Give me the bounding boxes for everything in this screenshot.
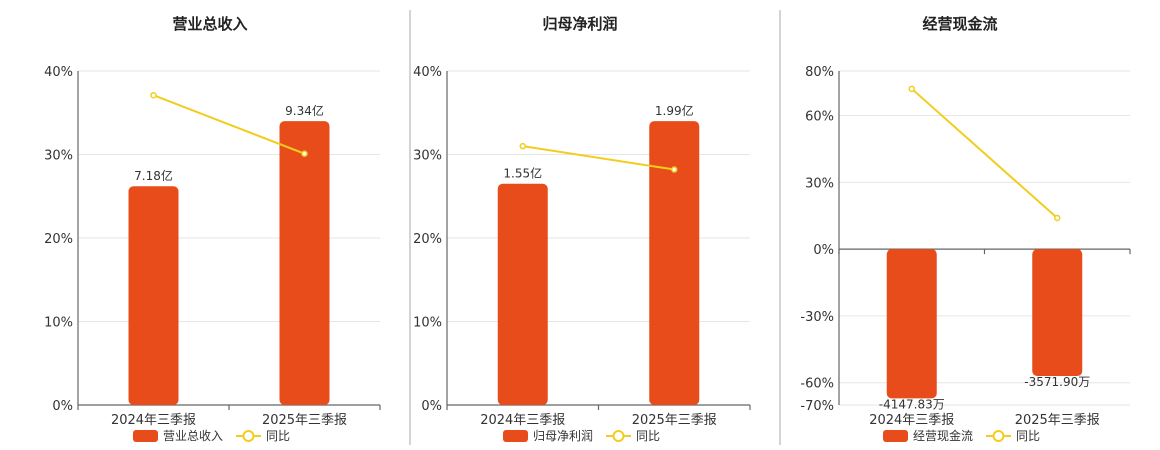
bar bbox=[1032, 249, 1083, 377]
y-tick-label: -30% bbox=[800, 310, 834, 325]
legend-line-marker bbox=[612, 430, 625, 442]
bar-data-label: -4147.83万 bbox=[879, 397, 945, 411]
yoy-point bbox=[1054, 214, 1061, 222]
bar bbox=[497, 183, 548, 405]
y-tick-label: 30% bbox=[805, 176, 834, 191]
y-tick-label: 30% bbox=[44, 149, 73, 164]
y-tick-label: 40% bbox=[413, 65, 442, 80]
bar-data-label: 1.55亿 bbox=[503, 166, 542, 181]
yoy-line bbox=[522, 145, 675, 171]
legend-bar-swatch bbox=[133, 430, 158, 442]
bar bbox=[279, 121, 330, 405]
y-tick-label: 0% bbox=[421, 399, 442, 414]
y-tick-label: 0% bbox=[813, 243, 834, 258]
bar bbox=[649, 121, 700, 405]
x-tick-label: 2025年三季报 bbox=[262, 413, 347, 428]
y-tick-label: 10% bbox=[44, 316, 73, 331]
yoy-point bbox=[150, 91, 157, 99]
y-tick-label: 30% bbox=[413, 149, 442, 164]
y-tick-label: 0% bbox=[52, 399, 73, 414]
yoy-point bbox=[519, 142, 526, 150]
chart-title: 归母净利润 bbox=[542, 15, 617, 33]
y-tick-label: 40% bbox=[44, 65, 73, 80]
x-tick-label: 2025年三季报 bbox=[632, 413, 717, 428]
y-tick-label: 60% bbox=[805, 110, 834, 125]
y-tick-label: 10% bbox=[413, 316, 442, 331]
bar-data-label: -3571.90万 bbox=[1024, 375, 1090, 389]
chart-title: 营业总收入 bbox=[172, 15, 247, 33]
bar-data-label: 1.99亿 bbox=[655, 103, 694, 118]
legend-line-label: 同比 bbox=[266, 429, 290, 443]
yoy-point bbox=[908, 85, 915, 93]
legend-bar-swatch bbox=[883, 430, 908, 442]
legend-line-marker bbox=[992, 430, 1005, 442]
yoy-point bbox=[671, 166, 678, 173]
y-tick-label: -60% bbox=[800, 377, 834, 392]
bar bbox=[128, 186, 179, 405]
x-tick-label: 2025年三季报 bbox=[1015, 413, 1100, 428]
bar-data-label: 9.34亿 bbox=[285, 103, 324, 118]
legend-line-label: 同比 bbox=[636, 429, 660, 443]
y-tick-label: 20% bbox=[44, 232, 73, 247]
y-tick-label: -70% bbox=[800, 399, 834, 414]
yoy-line bbox=[153, 94, 305, 155]
bar-data-label: 7.18亿 bbox=[134, 168, 173, 183]
legend-line-marker bbox=[242, 430, 255, 442]
bar bbox=[886, 249, 937, 399]
legend-line-label: 同比 bbox=[1016, 429, 1040, 443]
x-tick-label: 2024年三季报 bbox=[869, 413, 954, 428]
y-tick-label: 80% bbox=[805, 65, 834, 80]
legend-bar-label: 归母净利润 bbox=[533, 429, 593, 443]
yoy-point bbox=[301, 150, 308, 157]
legend-bar-label: 经营现金流 bbox=[913, 428, 973, 443]
legend-bar-label: 营业总收入 bbox=[163, 429, 223, 443]
chart-title: 经营现金流 bbox=[922, 15, 997, 33]
legend-bar-swatch bbox=[503, 430, 528, 442]
yoy-line bbox=[911, 88, 1058, 219]
x-tick-label: 2024年三季报 bbox=[111, 413, 196, 428]
y-tick-label: 20% bbox=[413, 232, 442, 247]
x-tick-label: 2024年三季报 bbox=[480, 413, 565, 428]
